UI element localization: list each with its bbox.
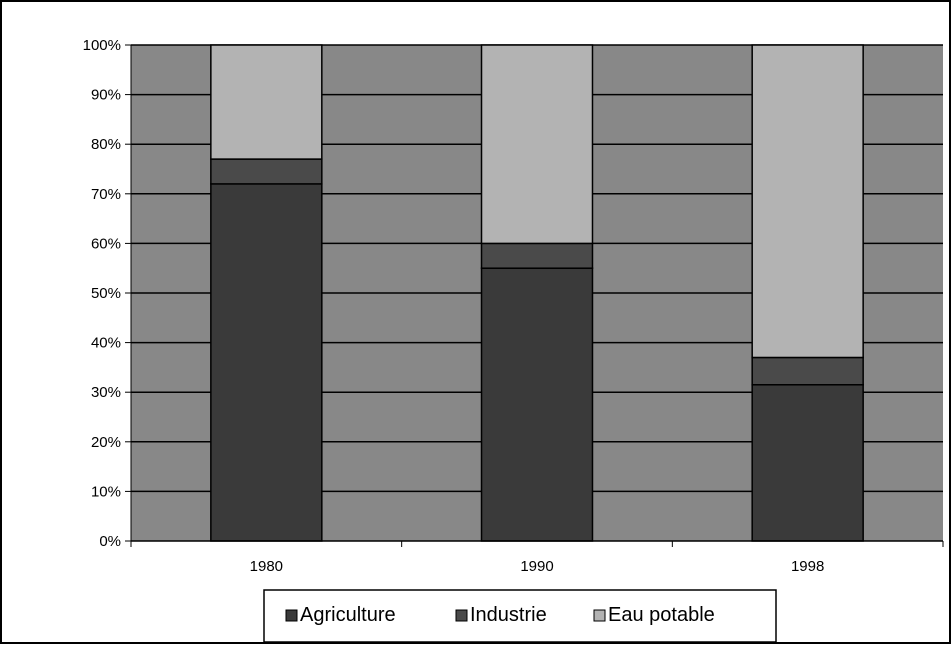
legend-label: Agriculture [300, 604, 396, 626]
legend-label: Eau potable [608, 604, 715, 626]
legend-box [263, 589, 777, 643]
axes: 0% 10% 20% 30% 40% 50% 60% 70% 80% 90% 100% 1980 199… [83, 37, 944, 575]
legend-swatch [593, 609, 606, 622]
y-tick-label: 10% [91, 483, 121, 500]
y-tick-label: 0% [99, 533, 121, 550]
bar-segment-agriculture [210, 183, 323, 542]
x-tick-label: 1990 [520, 558, 553, 575]
bar-segment-industrie [480, 242, 594, 269]
y-tick-label: 50% [91, 285, 121, 302]
legend-label: Industrie [470, 604, 547, 626]
legend: Agriculture Industrie Eau potable [263, 589, 777, 643]
bar-segment-industrie [751, 356, 864, 386]
legend-swatch [455, 609, 468, 622]
y-tick-label: 100% [83, 37, 121, 54]
x-tick-label: 1980 [250, 558, 283, 575]
y-tick-label: 80% [91, 136, 121, 153]
x-tick-label: 1998 [791, 558, 824, 575]
y-tick-label: 30% [91, 384, 121, 401]
bar-segment-agriculture [751, 384, 864, 542]
y-tick-label: 60% [91, 235, 121, 252]
bar-segment-eau-potable [480, 44, 594, 245]
bar-segment-industrie [210, 158, 323, 185]
bar-segment-agriculture [480, 267, 594, 542]
y-tick-label: 70% [91, 186, 121, 203]
bar-segment-eau-potable [210, 44, 323, 160]
bar-segment-eau-potable [751, 44, 864, 359]
y-tick-label: 40% [91, 335, 121, 352]
bars [210, 44, 864, 542]
y-tick-label: 90% [91, 87, 121, 104]
y-tick-label: 20% [91, 434, 121, 451]
legend-swatch [285, 609, 298, 622]
